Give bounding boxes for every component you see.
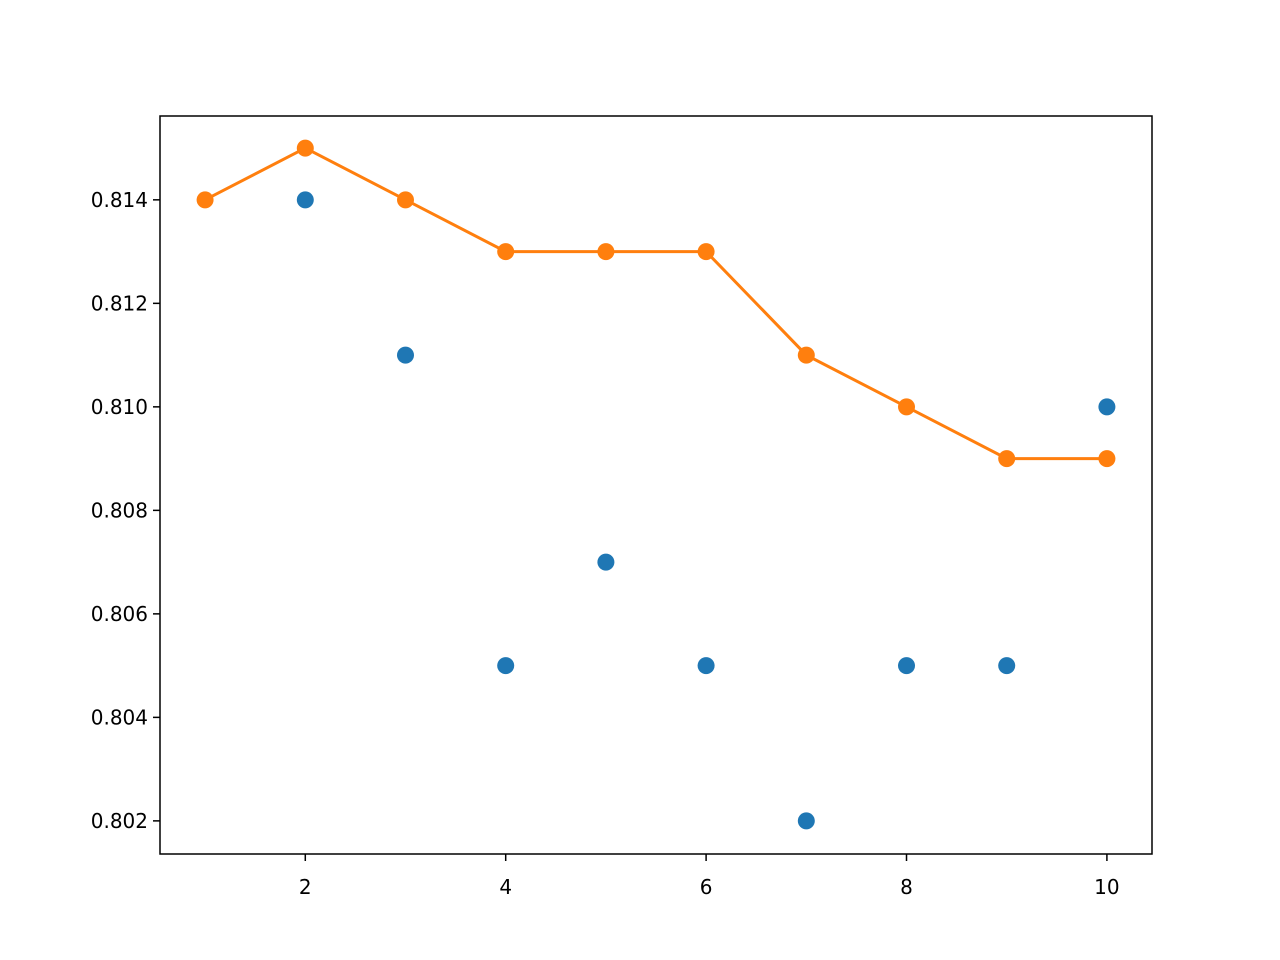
point xyxy=(797,812,815,830)
point xyxy=(697,243,715,261)
point xyxy=(898,398,916,416)
point xyxy=(797,346,815,364)
point xyxy=(697,657,715,675)
x-tick-label: 10 xyxy=(1094,875,1119,899)
x-tick-label: 2 xyxy=(299,875,312,899)
x-tick-label: 6 xyxy=(700,875,713,899)
point xyxy=(296,139,314,157)
point xyxy=(196,191,214,209)
x-tick-label: 8 xyxy=(900,875,913,899)
y-tick-label: 0.810 xyxy=(91,395,148,419)
point xyxy=(898,657,916,675)
point xyxy=(296,191,314,209)
point xyxy=(396,191,414,209)
point xyxy=(597,243,615,261)
point xyxy=(1098,398,1116,416)
y-tick-label: 0.814 xyxy=(91,188,148,212)
point xyxy=(497,657,515,675)
point xyxy=(1098,450,1116,468)
point xyxy=(998,657,1016,675)
point xyxy=(998,450,1016,468)
axes-frame xyxy=(159,115,1153,855)
x-tick-label: 4 xyxy=(499,875,512,899)
line xyxy=(204,146,1107,461)
point xyxy=(396,346,414,364)
y-tick-label: 0.806 xyxy=(91,602,148,626)
y-tick-label: 0.812 xyxy=(91,291,148,315)
y-tick-label: 0.802 xyxy=(91,809,148,833)
y-tick-label: 0.808 xyxy=(91,498,148,522)
point xyxy=(497,243,515,261)
point xyxy=(597,553,615,571)
y-tick-label: 0.804 xyxy=(91,705,148,729)
